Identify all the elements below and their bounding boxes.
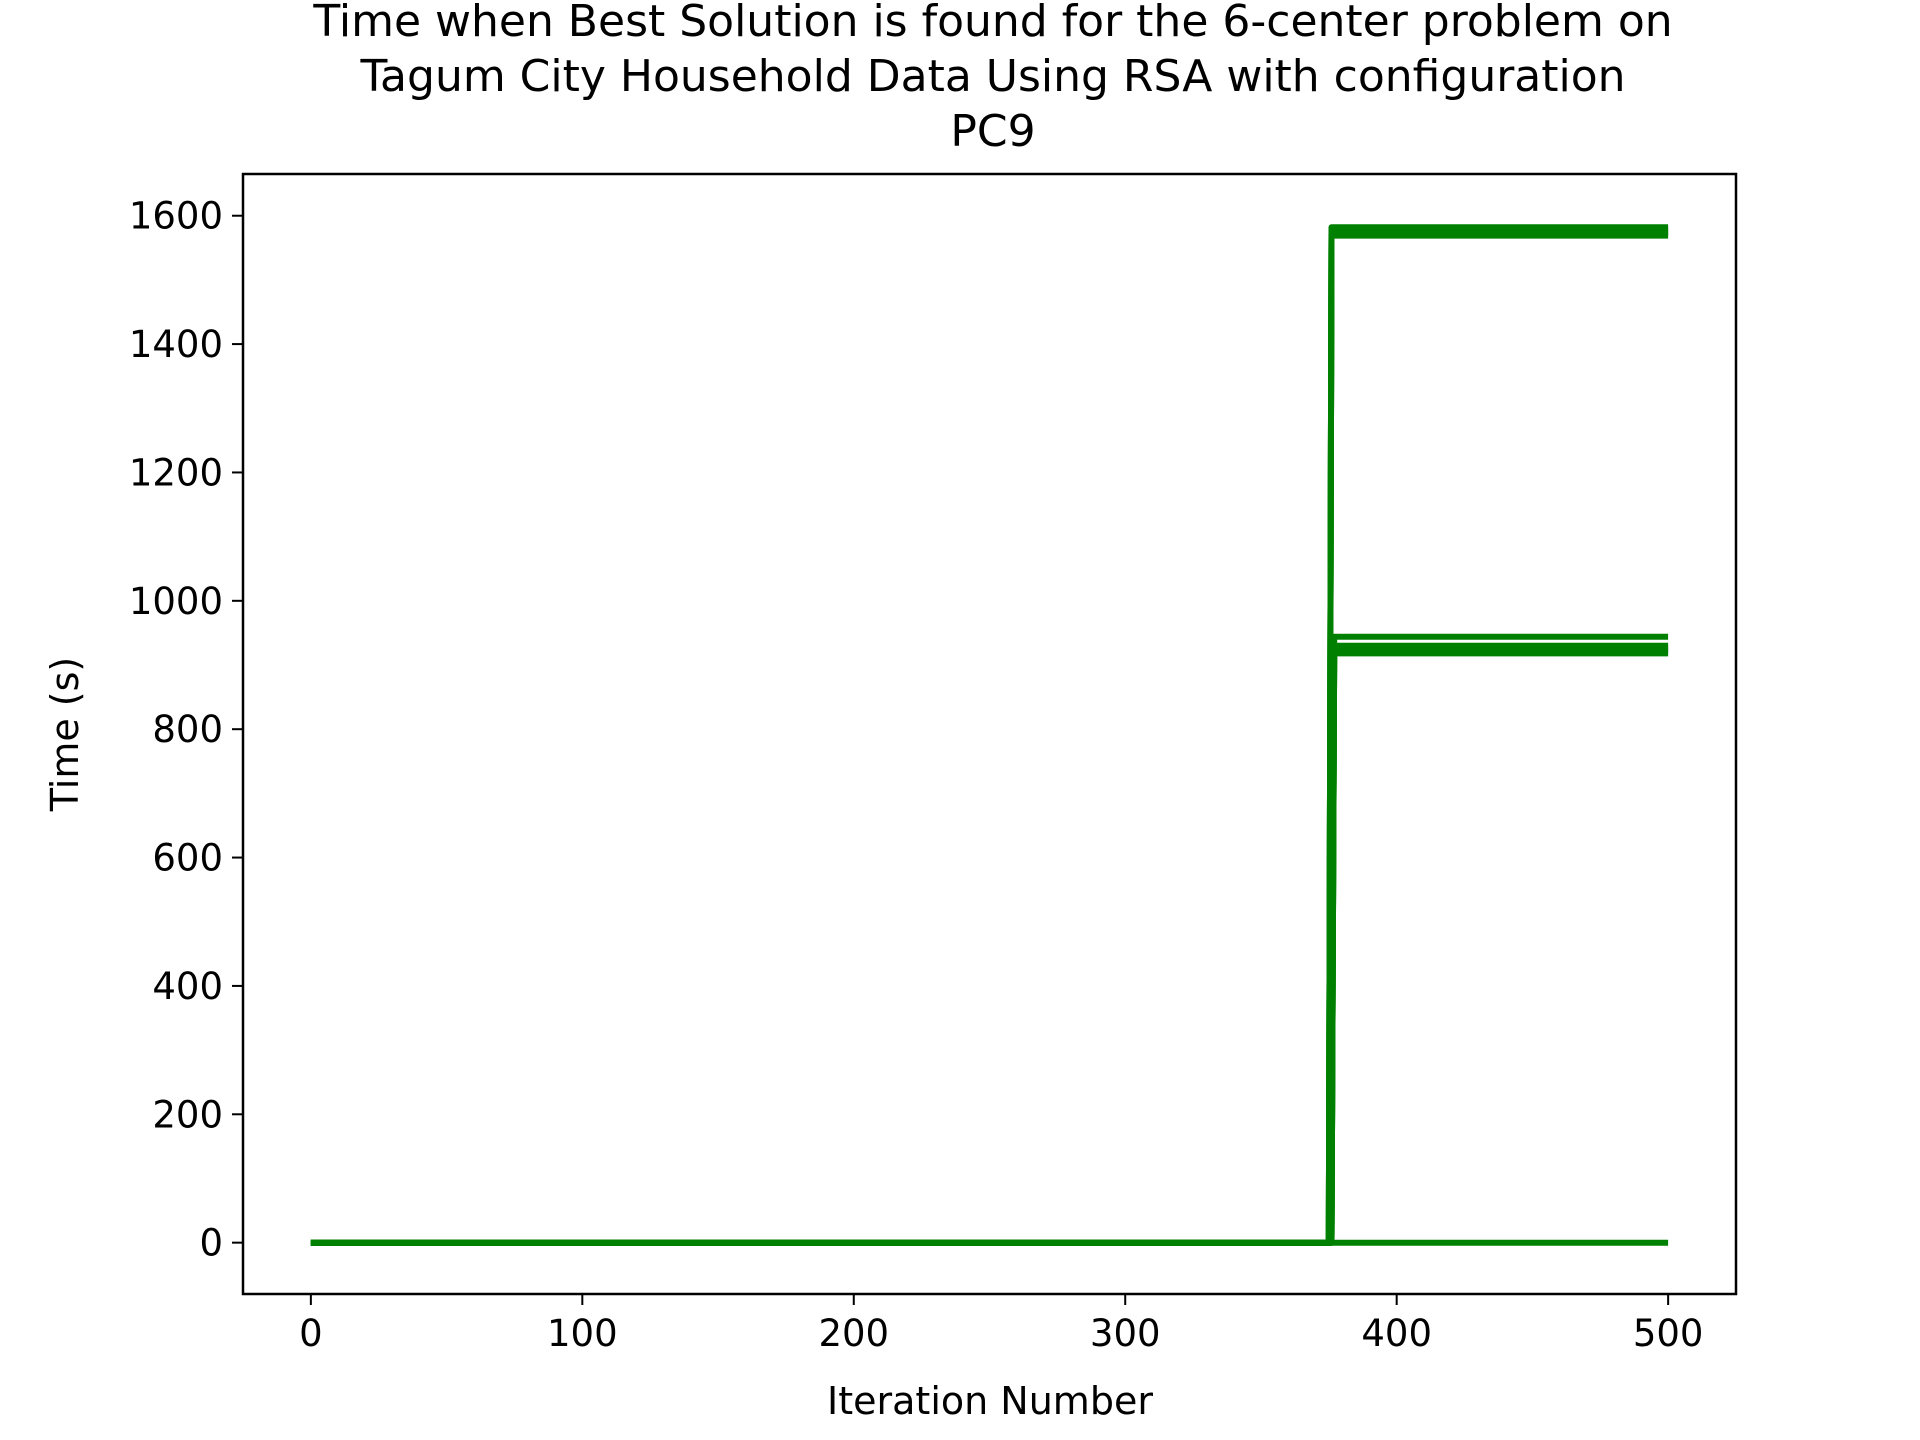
x-tick-label: 100 (547, 1312, 618, 1355)
x-tick-label: 500 (1633, 1312, 1704, 1355)
series-line-2 (310, 226, 1669, 1246)
chart-title-line-2: Tagum City Household Data Using RSA with… (359, 51, 1625, 102)
x-axis-label: Iteration Number (827, 1379, 1153, 1423)
x-axis-ticks: 0 100 200 300 400 500 (299, 1294, 1703, 1355)
series-line-5 (310, 232, 1669, 1246)
x-tick-label: 400 (1361, 1312, 1432, 1355)
y-axis-label: Time (s) (43, 657, 87, 813)
plot-frame (241, 172, 1738, 1296)
y-tick-label: 1000 (129, 580, 223, 623)
series-line-3 (310, 228, 1669, 1246)
series-group (310, 224, 1669, 1246)
chart-title-line-3: PC9 (950, 106, 1035, 157)
series-line-10 (310, 650, 1669, 1246)
y-tick-label: 400 (152, 965, 223, 1008)
series-line-6 (310, 633, 1669, 1246)
series-line-8 (310, 645, 1669, 1246)
series-line-1 (310, 224, 1669, 1246)
y-axis-ticks: 0 200 400 600 800 1000 1200 1400 1600 (129, 195, 243, 1265)
series-line-7 (310, 642, 1669, 1246)
y-tick-label: 200 (152, 1093, 223, 1136)
y-tick-label: 0 (199, 1222, 223, 1265)
x-tick-label: 0 (299, 1312, 323, 1355)
series-line-9 (310, 647, 1669, 1246)
y-tick-label: 1200 (129, 451, 223, 494)
x-tick-label: 200 (818, 1312, 889, 1355)
x-tick-label: 300 (1090, 1312, 1161, 1355)
y-tick-label: 800 (152, 708, 223, 751)
chart-title: Time when Best Solution is found for the… (312, 0, 1672, 157)
series-line-4 (310, 230, 1669, 1246)
y-tick-label: 600 (152, 837, 223, 880)
y-tick-label: 1400 (129, 323, 223, 366)
chart-title-line-1: Time when Best Solution is found for the… (312, 0, 1672, 47)
y-tick-label: 1600 (129, 195, 223, 238)
